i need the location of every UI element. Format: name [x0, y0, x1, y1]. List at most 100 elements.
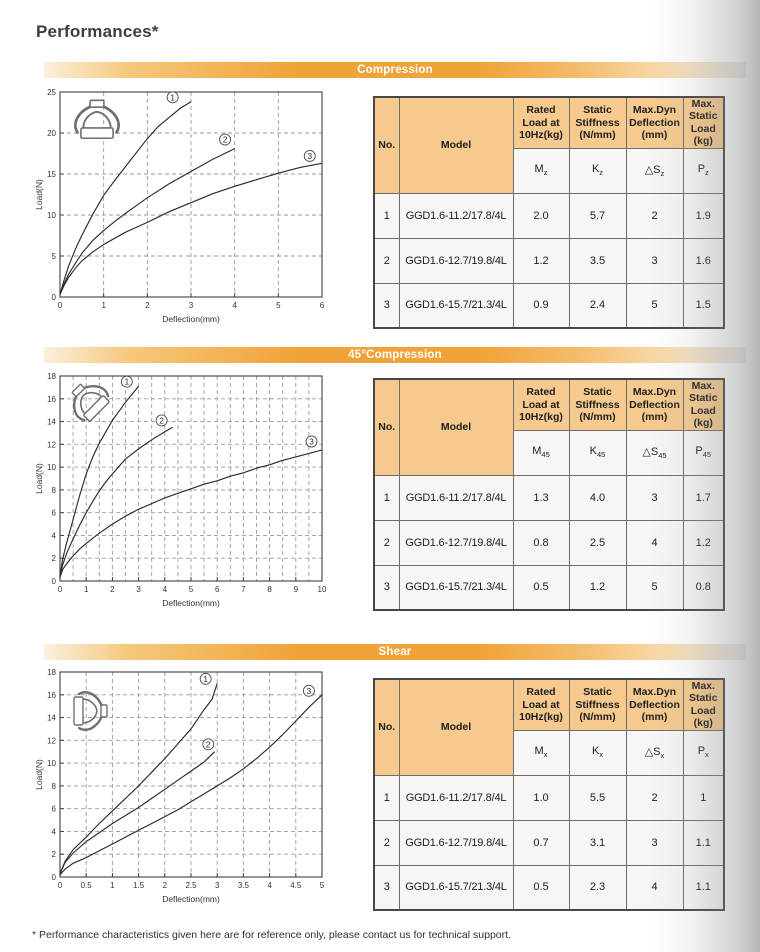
y-tick-label: 8	[52, 486, 57, 495]
table-row: 1 GGD1.6-11.2/17.8/4L 1.3 4.0 3 1.7	[373, 474, 725, 521]
column-header-rated-load: Rated Load at 10Hz(kg)	[512, 678, 570, 731]
y-tick-label: 15	[47, 170, 56, 179]
curve-series-1	[59, 385, 140, 577]
y-tick-label: 4	[52, 827, 57, 836]
curve-series-2	[59, 751, 216, 874]
isolator-mount-icon	[71, 383, 110, 422]
y-tick-label: 20	[47, 129, 56, 138]
row-no-cell: 3	[373, 282, 400, 329]
rated-load-cell: 0.8	[512, 519, 570, 566]
deflection-cell: 3	[625, 819, 684, 866]
x-axis-label: Deflection(mm)	[162, 894, 220, 904]
x-tick-label: 6	[215, 585, 220, 594]
x-axis-label: Deflection(mm)	[162, 314, 220, 324]
y-tick-label: 5	[52, 252, 57, 261]
y-axis-label: Load(N)	[34, 759, 44, 790]
isolator-mount-icon	[74, 99, 120, 140]
max-load-cell: 1	[682, 774, 725, 821]
x-tick-label: 2	[163, 881, 168, 890]
section-header-45compression: 45°Compression	[44, 347, 746, 363]
x-axis-label: Deflection(mm)	[162, 598, 220, 608]
x-tick-label: 1.5	[133, 881, 145, 890]
x-tick-label: 4	[267, 881, 272, 890]
stiffness-cell: 2.4	[568, 282, 627, 329]
y-tick-label: 4	[52, 531, 57, 540]
section-header-compression: Compression	[44, 62, 746, 78]
y-tick-label: 8	[52, 782, 57, 791]
model-cell: GGD1.6-12.7/19.8/4L	[398, 519, 514, 566]
curve-label-number: 2	[206, 739, 211, 749]
stiffness-cell: 2.5	[568, 519, 627, 566]
x-tick-label: 2	[145, 301, 150, 310]
x-tick-label: 1	[84, 585, 89, 594]
y-tick-label: 6	[52, 509, 57, 518]
parameter-symbol-cell: K45	[568, 429, 627, 476]
max-load-cell: 1.7	[682, 474, 725, 521]
table-row: 1 GGD1.6-11.2/17.8/4L 1.0 5.5 2 1	[373, 774, 725, 821]
deflection-cell: 3	[625, 237, 684, 284]
y-tick-label: 12	[47, 440, 56, 449]
curve-series-1	[59, 101, 192, 295]
y-tick-label: 10	[47, 759, 56, 768]
section-header-shear-label: Shear	[378, 646, 412, 658]
rated-load-cell: 0.5	[512, 564, 570, 611]
x-tick-label: 10	[318, 585, 327, 594]
x-tick-label: 2	[110, 585, 115, 594]
x-tick-label: 6	[320, 301, 325, 310]
table-row: 3 GGD1.6-15.7/21.3/4L 0.5 2.3 4 1.1	[373, 864, 725, 911]
table-row: 3 GGD1.6-15.7/21.3/4L 0.9 2.4 5 1.5	[373, 282, 725, 329]
column-header-max-dyn-deflection: Max.Dyn Deflection (mm)	[625, 96, 684, 149]
x-tick-label: 2.5	[185, 881, 197, 890]
y-tick-label: 6	[52, 805, 57, 814]
curve-label-circle	[120, 375, 133, 388]
x-tick-label: 0	[58, 301, 63, 310]
y-tick-label: 25	[47, 88, 56, 97]
y-tick-label: 16	[47, 395, 56, 404]
x-tick-label: 0	[58, 585, 63, 594]
model-cell: GGD1.6-15.7/21.3/4L	[398, 282, 514, 329]
compression-spec-table: No. Model Rated Load at 10Hz(kg) Static …	[373, 96, 725, 329]
y-tick-label: 12	[47, 736, 56, 745]
section-header-shear: Shear	[44, 644, 746, 660]
curve-label-circle	[305, 435, 318, 448]
x-tick-label: 4.5	[290, 881, 302, 890]
parameter-symbol-cell: M45	[512, 429, 570, 476]
table-row: 1 GGD1.6-11.2/17.8/4L 2.0 5.7 2 1.9	[373, 192, 725, 239]
curve-label-number: 3	[307, 151, 312, 161]
model-cell: GGD1.6-11.2/17.8/4L	[398, 192, 514, 239]
curve-series-3	[59, 694, 323, 876]
row-no-cell: 1	[373, 774, 400, 821]
deflection-cell: 5	[625, 282, 684, 329]
y-tick-label: 16	[47, 691, 56, 700]
model-cell: GGD1.6-12.7/19.8/4L	[398, 819, 514, 866]
y-tick-label: 0	[52, 293, 57, 302]
curve-label-circle	[199, 672, 212, 685]
parameter-symbol-cell: Mx	[512, 729, 570, 776]
y-axis-label: Load(N)	[34, 463, 44, 494]
row-no-cell: 3	[373, 864, 400, 911]
column-header-model: Model	[398, 378, 514, 476]
row-no-cell: 2	[373, 237, 400, 284]
shear-chart: 0 0.5 1 1.5 2 2.5 3 3.5 4 4.5 5024681012141618Defl…	[34, 668, 325, 904]
column-header-max-static-load: Max. Static Load (kg)	[682, 378, 725, 431]
max-load-cell: 0.8	[682, 564, 725, 611]
y-tick-label: 2	[52, 554, 57, 563]
curve-label-circle	[219, 133, 232, 146]
table-row: 2 GGD1.6-12.7/19.8/4L 0.7 3.1 3 1.1	[373, 819, 725, 866]
x-tick-label: 1	[110, 881, 115, 890]
column-header-max-dyn-deflection: Max.Dyn Deflection (mm)	[625, 678, 684, 731]
deflection-cell: 2	[625, 774, 684, 821]
page-title: Performances*	[36, 22, 159, 41]
curve-series-2	[59, 426, 173, 577]
max-load-cell: 1.1	[682, 864, 725, 911]
x-tick-label: 4	[163, 585, 168, 594]
column-header-max-dyn-deflection: Max.Dyn Deflection (mm)	[625, 378, 684, 431]
column-header-max-static-load: Max. Static Load (kg)	[682, 678, 725, 731]
stiffness-cell: 5.5	[568, 774, 627, 821]
rated-load-cell: 1.0	[512, 774, 570, 821]
model-cell: GGD1.6-15.7/21.3/4L	[398, 864, 514, 911]
parameter-symbol-cell: P45	[682, 429, 725, 476]
column-header-model: Model	[398, 96, 514, 194]
rated-load-cell: 0.9	[512, 282, 570, 329]
